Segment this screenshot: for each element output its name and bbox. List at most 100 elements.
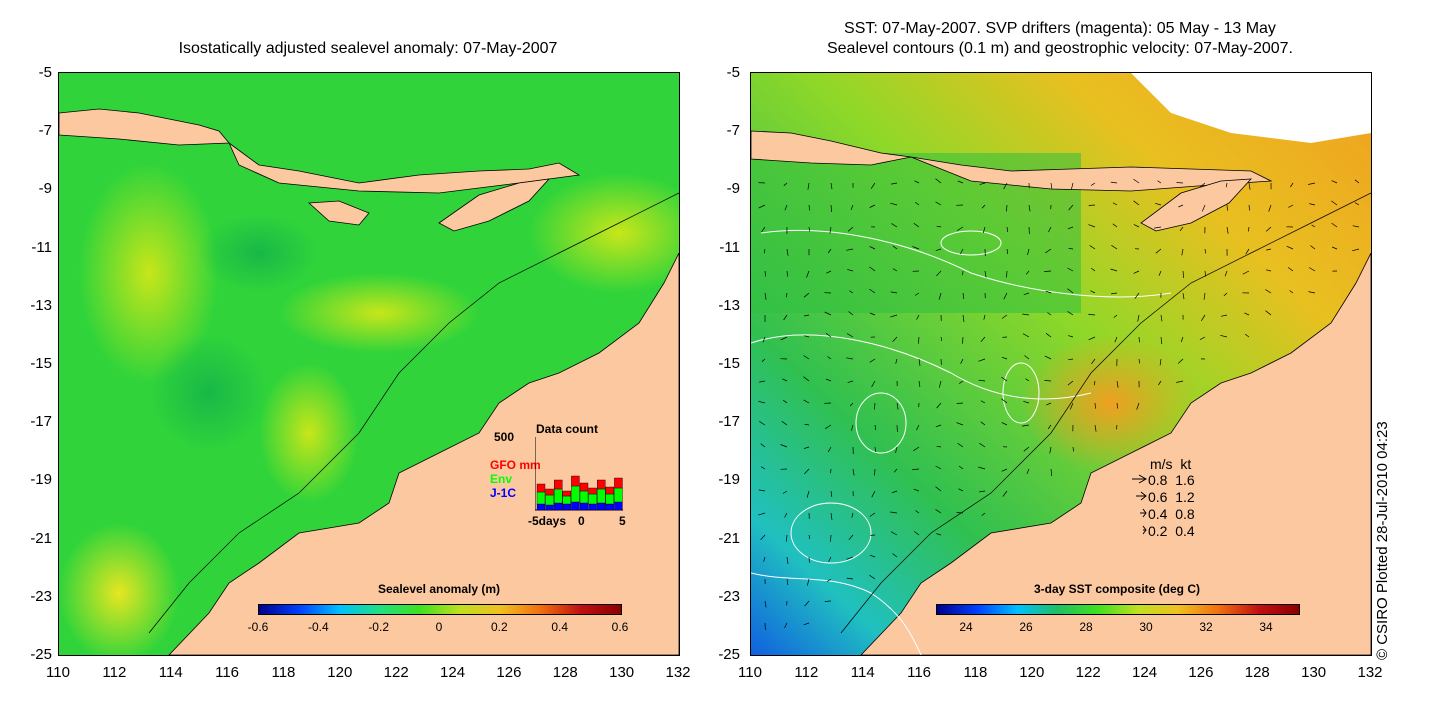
velocity-arrow [1001, 314, 1008, 319]
velocity-arrow [1094, 402, 1096, 409]
velocity-arrow [1090, 267, 1096, 272]
velocity-arrow [871, 380, 876, 388]
velocity-arrow [786, 270, 788, 277]
velocity-arrow [1220, 334, 1228, 338]
velocity-kt-value: 1.6 [1175, 472, 1195, 488]
velocity-arrow [1352, 225, 1360, 228]
velocity-arrow [804, 314, 810, 317]
velocity-arrow [980, 336, 986, 343]
histogram-bar [597, 502, 606, 511]
velocity-arrow [1045, 290, 1052, 294]
velocity-arrow [1199, 336, 1206, 341]
left-panel-y-tick: -7 [38, 122, 52, 140]
velocity-arrow [869, 246, 876, 250]
histogram-bar [562, 503, 571, 511]
right-colorbar-tick: 28 [1079, 620, 1093, 634]
velocity-ms-value: 0.4 [1148, 506, 1168, 522]
velocity-arrow [1203, 292, 1206, 300]
right-panel-x-tick: 122 [1075, 664, 1101, 681]
sealevel-contour-3 [751, 572, 922, 655]
velocity-arrow [1110, 181, 1118, 184]
right-panel-x-tick: 120 [1019, 664, 1045, 681]
cloud-mask [1131, 73, 1371, 143]
anomaly-low-1 [149, 333, 269, 453]
velocity-arrow [1026, 468, 1030, 475]
velocity-arrow [1225, 182, 1228, 188]
velocity-arrow [1289, 290, 1294, 294]
velocity-arrow [847, 226, 854, 232]
right-panel-x-tick: 110 [738, 664, 762, 681]
data-count-series-env: Env [490, 472, 513, 486]
velocity-arrow [1248, 182, 1251, 190]
left-panel-x-tick: 120 [327, 664, 353, 681]
velocity-arrow [1094, 424, 1097, 432]
velocity-arrow [1177, 358, 1184, 364]
velocity-arrow [916, 314, 920, 320]
left-panel-x-tick: 110 [46, 664, 70, 681]
velocity-arrow [847, 380, 854, 383]
right-colorbar-tick: 24 [959, 620, 973, 634]
velocity-arrow [957, 180, 964, 184]
velocity-arrow [1245, 248, 1250, 255]
velocity-arrow [1068, 247, 1074, 250]
arrow-icon [1128, 506, 1148, 522]
left-panel-y-tick: -21 [30, 529, 52, 547]
left-panel-y-tick: -23 [30, 587, 52, 605]
velocity-arrow [1180, 336, 1184, 343]
right-panel-y-tick: -15 [718, 355, 740, 372]
left-colorbar-tick: 0 [435, 620, 443, 634]
velocity-arrow [1133, 224, 1140, 228]
velocity-arrow [850, 204, 854, 211]
velocity-arrow [1067, 311, 1074, 316]
velocity-arrow [871, 490, 876, 498]
velocity-arrow [912, 468, 920, 470]
velocity-arrow [1286, 245, 1294, 250]
left-colorbar-label: Sealevel anomaly (m) [377, 582, 501, 596]
velocity-arrow [981, 512, 986, 516]
velocity-arrow [1221, 314, 1228, 317]
velocity-arrow [891, 490, 898, 494]
left-panel-title: Isostatically adjusted sealevel anomaly:… [178, 40, 558, 57]
velocity-arrow [1093, 380, 1096, 386]
velocity-arrow [803, 355, 810, 360]
velocity-arrow [936, 270, 942, 277]
histogram-bar [614, 477, 623, 489]
velocity-arrow [830, 512, 833, 520]
island-timor [438, 178, 551, 232]
velocity-legend-row: 0.8 1.6 [1128, 472, 1195, 488]
anomaly-low-2 [199, 213, 319, 293]
velocity-arrow [782, 490, 788, 494]
velocity-arrow [846, 248, 854, 251]
velocity-legend-header: m/s kt [1150, 456, 1192, 472]
velocity-arrow [824, 600, 832, 602]
velocity-arrow [918, 358, 921, 366]
velocity-kt-value: 1.2 [1175, 489, 1195, 505]
velocity-arrow [869, 512, 876, 517]
velocity-arrow [761, 358, 766, 362]
right-panel-x-tick: 126 [1188, 664, 1214, 681]
velocity-arrow [1204, 248, 1207, 254]
velocity-arrow [978, 358, 986, 362]
right-panel-y-tick: -21 [718, 529, 740, 547]
velocity-arrow [935, 486, 942, 492]
velocity-arrow [1067, 380, 1074, 386]
velocity-arrow [1067, 288, 1074, 294]
velocity-arrow [1354, 179, 1360, 184]
velocity-arrow [869, 312, 876, 316]
histogram-bar [597, 488, 606, 504]
sst-warm-patch [1021, 333, 1201, 473]
velocity-arrow [1116, 380, 1119, 388]
left-panel-y-tick: -13 [30, 296, 52, 314]
velocity-arrow [913, 488, 920, 492]
histogram-bar [579, 490, 589, 504]
velocity-arrow [979, 490, 986, 493]
velocity-arrow [1044, 355, 1052, 360]
velocity-arrow [1050, 468, 1053, 477]
velocity-arrow [846, 357, 854, 360]
right-colorbar-label: 3-day SST composite (deg C) [1033, 582, 1201, 596]
left-panel-y-tick: -11 [31, 238, 52, 256]
velocity-arrow [1133, 200, 1140, 206]
velocity-arrow [1138, 358, 1141, 364]
velocity-arrow [982, 226, 986, 233]
velocity-arrow [874, 402, 876, 410]
